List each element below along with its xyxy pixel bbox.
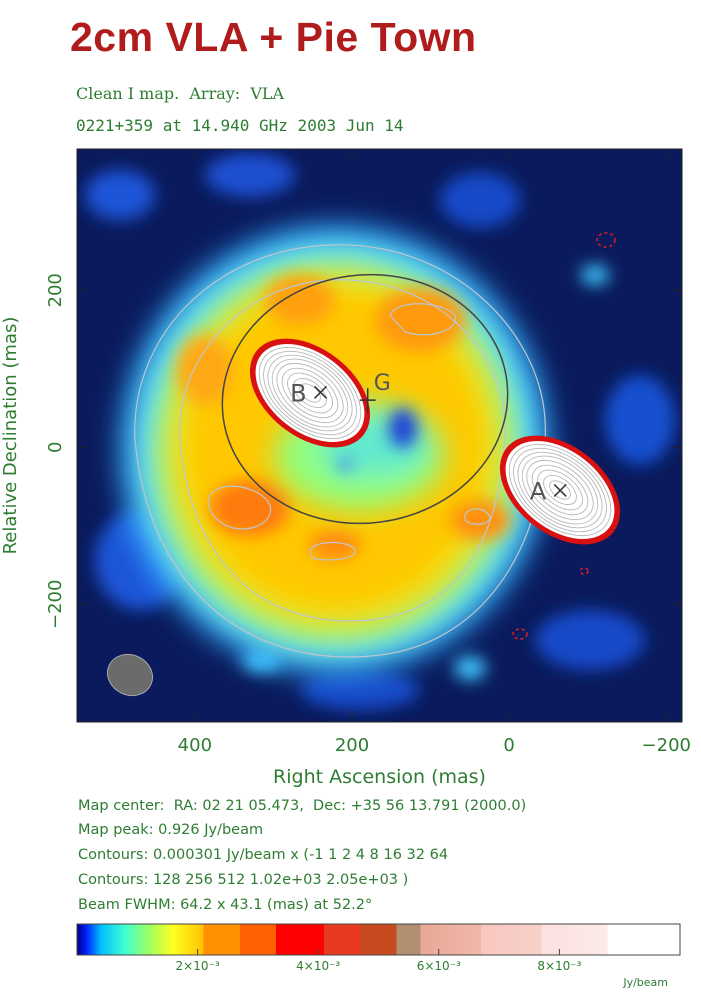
component-label: G (374, 371, 391, 396)
y-tick-label: 200 (45, 273, 66, 307)
x-tick-label: 0 (503, 735, 514, 756)
lens-ellipse (221, 273, 509, 525)
colorbar-tick-label: 2×10⁻³ (176, 959, 220, 973)
plot-frame (76, 148, 683, 723)
contour-lines (134, 244, 546, 658)
component-b (249, 338, 371, 448)
intensity-map: A B G (77, 149, 682, 722)
component-label: A (530, 477, 547, 505)
component-marker-g: G (359, 371, 391, 413)
component-marker-b: B (290, 379, 328, 407)
x-tick-label: −200 (642, 735, 691, 756)
map-header-line2: 0221+359 at 14.940 GHz 2003 Jun 14 (76, 116, 404, 135)
colorbar-unit: Jy/beam (622, 976, 668, 989)
colorbar-tick-label: 4×10⁻³ (296, 959, 340, 973)
x-tick-label: 400 (178, 735, 212, 756)
beam-ellipse (107, 653, 153, 697)
component-label: B (290, 379, 306, 407)
component-markers: A B G (290, 371, 567, 505)
negative-contours (512, 232, 616, 640)
y-tick-label: −200 (45, 580, 66, 629)
page-title: 2cm VLA + Pie Town (70, 14, 477, 60)
colorbar: 2×10⁻³ 4×10⁻³ 6×10⁻³ 8×10⁻³ Jy/beam (76, 923, 681, 989)
contours-info-2: Contours: 128 256 512 1.02e+03 2.05e+03 … (78, 872, 409, 888)
colorbar-ticks: 2×10⁻³ 4×10⁻³ 6×10⁻³ 8×10⁻³ (176, 949, 582, 973)
colorbar-tick-label: 6×10⁻³ (417, 959, 461, 973)
x-tick-label: 200 (335, 735, 369, 756)
colorbar-gradient (76, 923, 681, 956)
contours-info-1: Contours: 0.000301 Jy/beam x (-1 1 2 4 8… (78, 847, 449, 863)
component-marker-a: A (530, 477, 567, 505)
map-peak-info: Map peak: 0.926 Jy/beam (78, 822, 264, 838)
x-axis-label: Right Ascension (mas) (273, 766, 486, 788)
colorbar-tick-label: 8×10⁻³ (537, 959, 581, 973)
ring-peaks (177, 275, 510, 560)
axes: 400 200 0 −200 200 0 −200 Right Ascension (mas)… (0, 149, 691, 788)
beam-info: Beam FWHM: 64.2 x 43.1 (mas) at 52.2° (78, 897, 373, 913)
map-header-line1: Clean I map. Array: VLA (76, 84, 285, 103)
y-tick-label: 0 (45, 442, 66, 453)
map-center-info: Map center: RA: 02 21 05.473, Dec: +35 5… (78, 798, 527, 814)
y-axis-label: Relative Declination (mas) (0, 317, 21, 555)
